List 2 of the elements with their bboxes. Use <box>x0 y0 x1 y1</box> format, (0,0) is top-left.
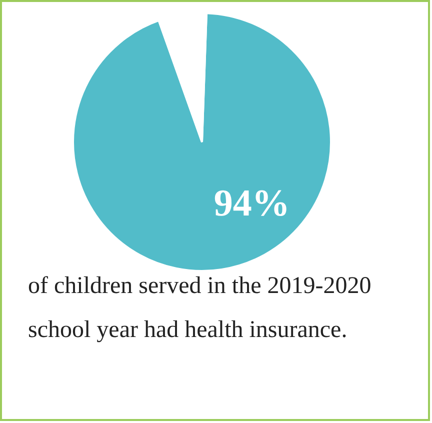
text: of children served in the 2019-2020 school year had health insurance. <box>28 272 372 345</box>
data-label: 94% <box>214 182 290 225</box>
